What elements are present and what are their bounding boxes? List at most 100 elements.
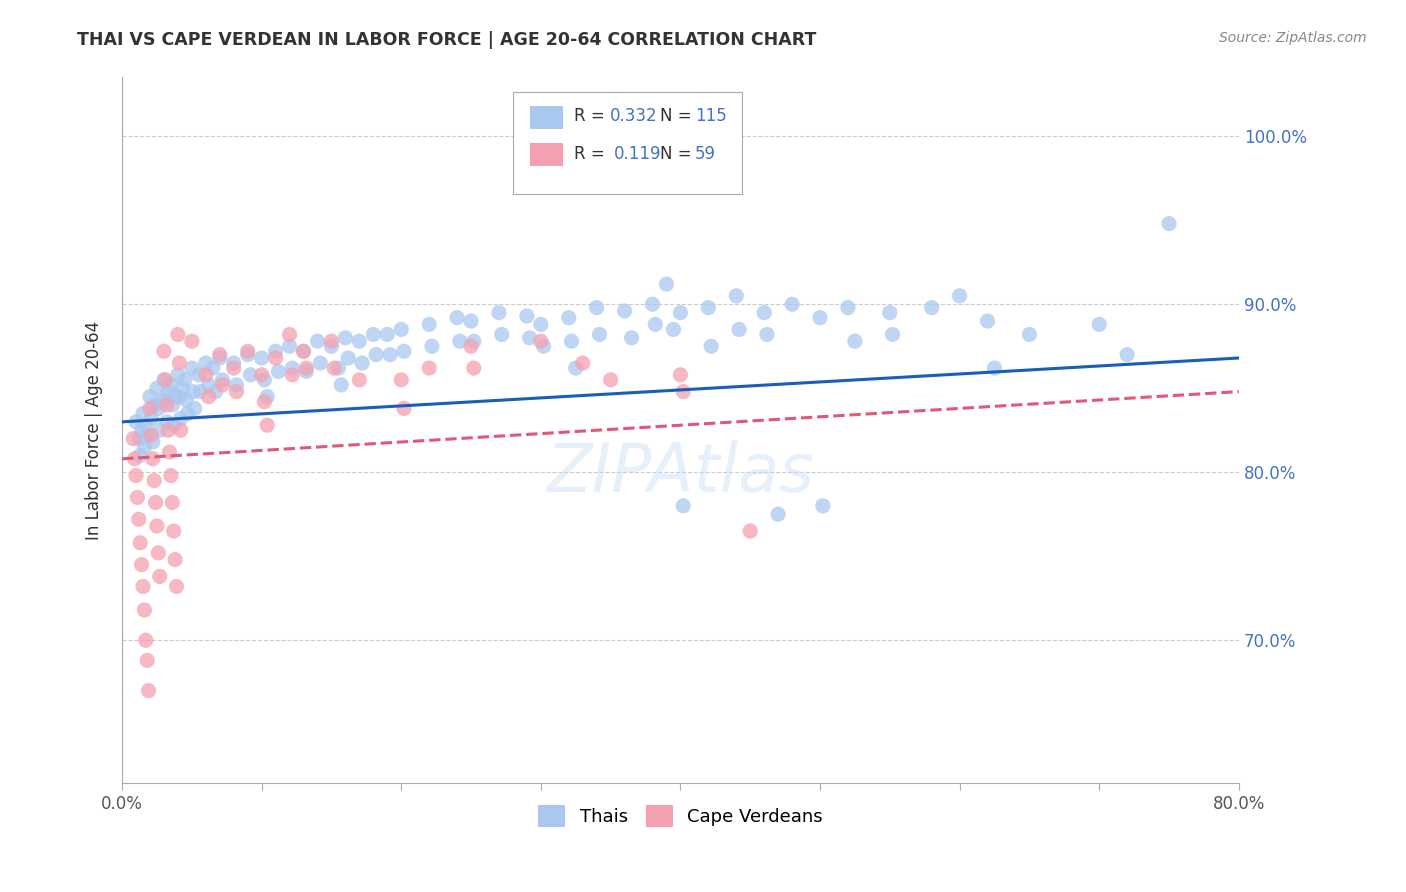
Point <box>139 390 162 404</box>
Point <box>755 327 778 342</box>
Point <box>180 361 202 376</box>
Point <box>879 305 901 319</box>
Point <box>169 356 191 370</box>
Point <box>170 381 193 395</box>
Point <box>136 428 159 442</box>
Point <box>530 318 553 332</box>
Point <box>330 377 353 392</box>
Point <box>267 364 290 378</box>
Point <box>208 348 231 362</box>
Point <box>160 377 183 392</box>
Text: THAI VS CAPE VERDEAN IN LABOR FORCE | AGE 20-64 CORRELATION CHART: THAI VS CAPE VERDEAN IN LABOR FORCE | AG… <box>77 31 817 49</box>
Point <box>418 318 440 332</box>
Point <box>135 633 157 648</box>
Point <box>222 361 245 376</box>
Point <box>156 415 179 429</box>
Bar <box>530 106 564 129</box>
Point <box>197 390 219 404</box>
Point <box>163 524 186 538</box>
Point <box>208 351 231 365</box>
Text: 59: 59 <box>695 145 716 162</box>
Point <box>519 331 541 345</box>
Point <box>236 344 259 359</box>
Point <box>725 289 748 303</box>
Point <box>292 344 315 359</box>
Point <box>155 392 177 407</box>
Point <box>281 361 304 376</box>
Point <box>669 368 692 382</box>
FancyBboxPatch shape <box>513 92 742 194</box>
Point <box>128 512 150 526</box>
Point <box>375 327 398 342</box>
Point <box>162 495 184 509</box>
Point <box>211 373 233 387</box>
Point <box>392 344 415 359</box>
Point <box>170 423 193 437</box>
Point <box>307 334 329 349</box>
Point <box>141 428 163 442</box>
Point <box>204 384 226 399</box>
Point <box>697 301 720 315</box>
Point <box>148 401 170 416</box>
Point <box>174 392 197 407</box>
Point <box>239 368 262 382</box>
Point <box>349 334 371 349</box>
Point <box>808 310 831 325</box>
Point <box>672 499 695 513</box>
Point <box>1157 217 1180 231</box>
Point <box>225 384 247 399</box>
Point <box>700 339 723 353</box>
Point <box>446 310 468 325</box>
Point <box>256 390 278 404</box>
Point <box>163 418 186 433</box>
Point <box>183 401 205 416</box>
Y-axis label: In Labor Force | Age 20-64: In Labor Force | Age 20-64 <box>86 321 103 540</box>
Point <box>389 322 412 336</box>
Point <box>122 432 145 446</box>
Point <box>136 653 159 667</box>
Point <box>655 277 678 291</box>
Point <box>337 351 360 365</box>
Point <box>516 309 538 323</box>
Point <box>131 558 153 572</box>
Point <box>156 398 179 412</box>
Point <box>599 373 621 387</box>
Point <box>125 468 148 483</box>
Text: Source: ZipAtlas.com: Source: ZipAtlas.com <box>1219 31 1367 45</box>
Point <box>128 432 150 446</box>
Point <box>585 301 607 315</box>
Point <box>264 344 287 359</box>
Point <box>166 579 188 593</box>
Point <box>811 499 834 513</box>
Point <box>194 356 217 370</box>
Point <box>740 524 762 538</box>
Point <box>281 368 304 382</box>
Point <box>146 519 169 533</box>
Point <box>463 361 485 376</box>
Point <box>352 356 374 370</box>
Point <box>201 361 224 376</box>
Point <box>173 373 195 387</box>
Point <box>153 373 176 387</box>
Point <box>157 423 180 437</box>
Point <box>170 411 193 425</box>
Point <box>141 411 163 425</box>
Point <box>392 401 415 416</box>
Point <box>134 603 156 617</box>
Point <box>644 318 666 332</box>
Point <box>620 331 643 345</box>
Point <box>145 495 167 509</box>
Point <box>143 398 166 412</box>
Point <box>250 368 273 382</box>
Point <box>135 418 157 433</box>
Point <box>138 683 160 698</box>
Point <box>921 301 943 315</box>
Point <box>669 305 692 319</box>
Point <box>180 334 202 349</box>
Point <box>176 407 198 421</box>
Point <box>155 373 177 387</box>
Point <box>143 474 166 488</box>
Point <box>449 334 471 349</box>
Point <box>181 384 204 399</box>
Point <box>153 344 176 359</box>
